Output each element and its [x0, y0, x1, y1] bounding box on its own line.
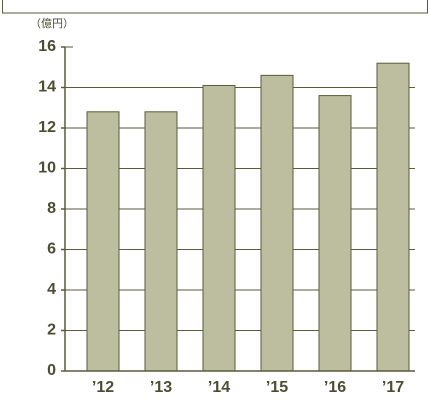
y-tick-label: 10 — [38, 160, 56, 177]
x-tick-label: ’13 — [150, 379, 172, 396]
y-tick-label: 6 — [47, 241, 56, 258]
x-tick-label: ’12 — [92, 379, 114, 396]
y-tick-label: 0 — [47, 362, 56, 379]
y-tick-label: 16 — [38, 38, 56, 55]
x-tick-label: ’15 — [266, 379, 288, 396]
bar — [202, 84, 236, 372]
y-tick-label: 2 — [47, 322, 56, 339]
y-tick-label: 8 — [47, 200, 56, 217]
unit-label: （億円） — [30, 17, 74, 30]
bar — [376, 62, 410, 372]
bar — [86, 111, 120, 372]
top-frame — [2, 0, 428, 14]
bar — [318, 95, 352, 372]
x-tick-label: ’14 — [208, 379, 230, 396]
x-tick-label: ’16 — [324, 379, 346, 396]
x-tick-label: ’17 — [382, 379, 404, 396]
y-tick-label: 14 — [38, 79, 56, 96]
bar — [260, 74, 294, 372]
bar — [144, 111, 178, 372]
y-tick-label: 4 — [47, 281, 56, 298]
y-tick-label: 12 — [38, 119, 56, 136]
